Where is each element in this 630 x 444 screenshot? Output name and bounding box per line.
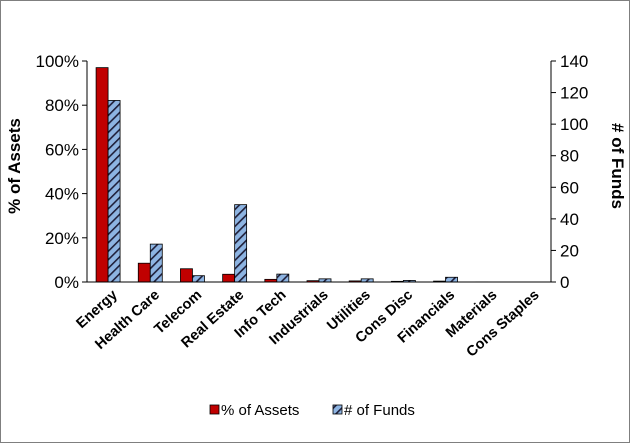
bar-assets [96, 68, 108, 282]
right-tick-label: 80 [560, 147, 579, 166]
category-label: Cons Staples [464, 287, 543, 360]
left-axis-title: % of Assets [5, 118, 24, 214]
legend-swatch-assets [210, 405, 219, 414]
right-tick-label: 60 [560, 178, 579, 197]
left-tick-label: 80% [45, 96, 79, 115]
left-axis-ticks: 0% 20% 40% 60% 80% 100% [36, 52, 79, 292]
bar-funds [150, 244, 162, 282]
bar-assets [223, 274, 235, 282]
legend-label-assets: % of Assets [221, 402, 299, 419]
bar-assets [138, 263, 150, 282]
legend-label-funds: # of Funds [344, 402, 415, 419]
left-tick-label: 40% [45, 185, 79, 204]
bar-assets [180, 269, 192, 282]
left-tick-label: 0% [54, 273, 79, 292]
right-tick-label: 0 [560, 273, 569, 292]
bar-funds [235, 205, 247, 282]
bar-funds [446, 277, 458, 282]
right-tick-label: 120 [560, 84, 588, 103]
right-axis-ticks: 0 20 40 60 80 100 120 140 [560, 52, 588, 292]
right-tick-label: 40 [560, 210, 579, 229]
bar-funds [108, 100, 120, 282]
legend: % of Assets # of Funds [210, 402, 415, 419]
left-tick-label: 20% [45, 229, 79, 248]
right-axis-title: # of Funds [608, 123, 627, 209]
bar-funds [192, 276, 204, 282]
right-tick-label: 100 [560, 115, 588, 134]
right-tick-label: 140 [560, 52, 588, 71]
right-tick-label: 20 [560, 241, 579, 260]
bars [96, 68, 488, 282]
legend-swatch-funds [333, 405, 342, 414]
bar-funds [277, 274, 289, 282]
left-tick-label: 100% [36, 52, 79, 71]
left-tick-label: 60% [45, 140, 79, 159]
